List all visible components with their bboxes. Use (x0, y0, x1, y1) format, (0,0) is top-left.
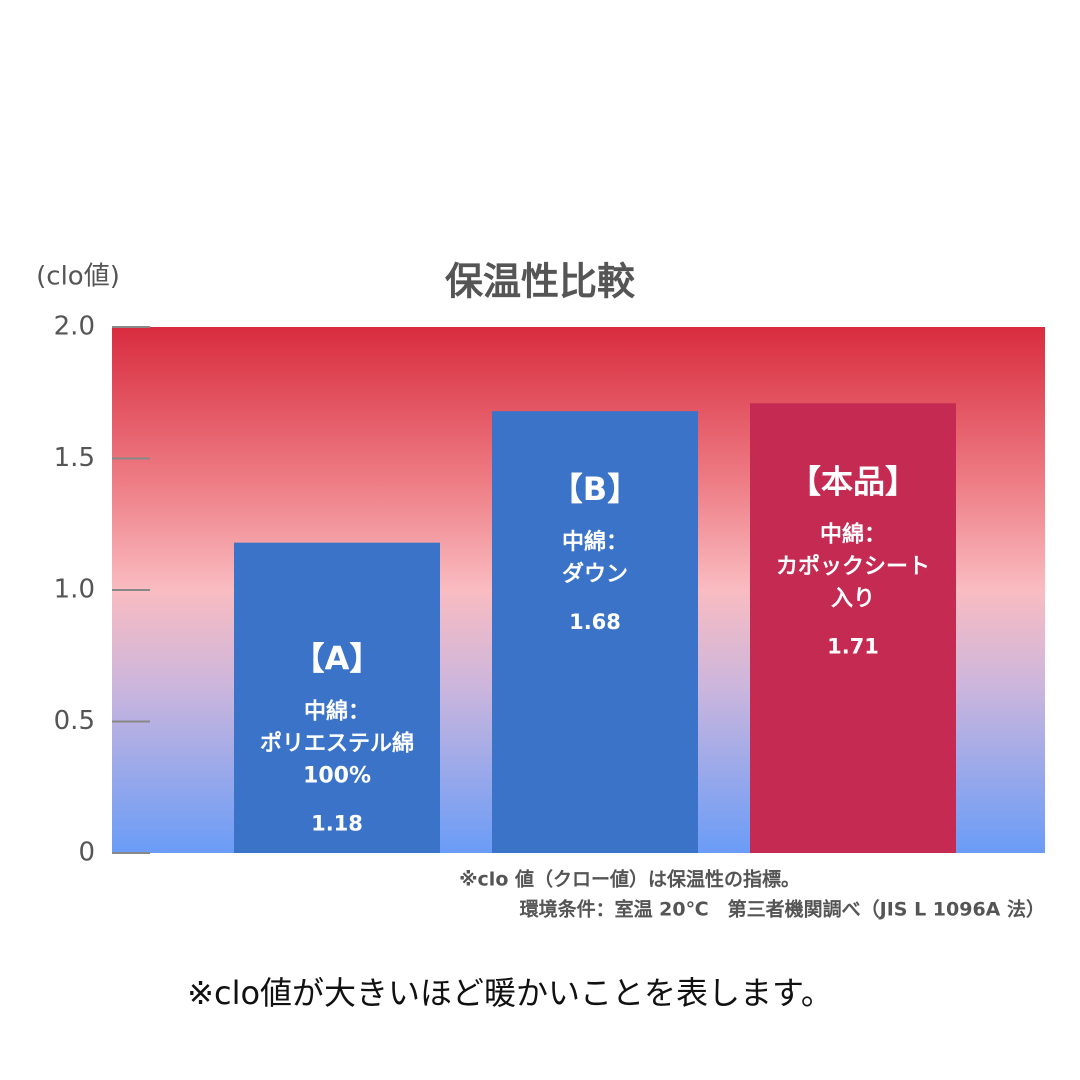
bar-note: ダウン (562, 561, 628, 587)
note: ※clo 値（クロー値）は保温性の指標。 (459, 868, 800, 891)
bar-note: カポックシート (776, 553, 930, 579)
bar-note: 中綿： (562, 529, 628, 555)
note: 環境条件：室温 20℃ 第三者機関調べ（JIS L 1096A 法） (520, 898, 1045, 921)
bar-title: 【A】 (293, 640, 382, 678)
y-tick-label: 0 (78, 838, 95, 868)
bar-title: 【本品】 (789, 462, 917, 500)
y-tick-label: 2.0 (54, 312, 95, 342)
bar (492, 411, 698, 853)
bar (750, 403, 956, 853)
y-tick-label: 0.5 (54, 706, 95, 736)
value-label: 1.71 (827, 634, 879, 658)
y-tick-label: 1.0 (54, 575, 95, 605)
bar-title: 【B】 (551, 470, 639, 508)
bar (234, 542, 440, 853)
bar-note: 入り (831, 586, 875, 611)
value-label: 1.18 (311, 812, 363, 836)
caption: ※clo値が大きいほど暖かいことを表します。 (187, 974, 833, 1012)
bar-note: ポリエステル綿 (260, 731, 414, 757)
bar-note: 中綿： (820, 521, 886, 547)
bar-note: 中綿： (304, 699, 370, 725)
chart-title: 保温性比較 (445, 260, 636, 304)
value-label: 1.68 (569, 610, 621, 634)
bar-note: 100% (303, 764, 371, 789)
y-axis-label: (clo値) (36, 262, 120, 292)
y-tick-label: 1.5 (54, 443, 95, 473)
